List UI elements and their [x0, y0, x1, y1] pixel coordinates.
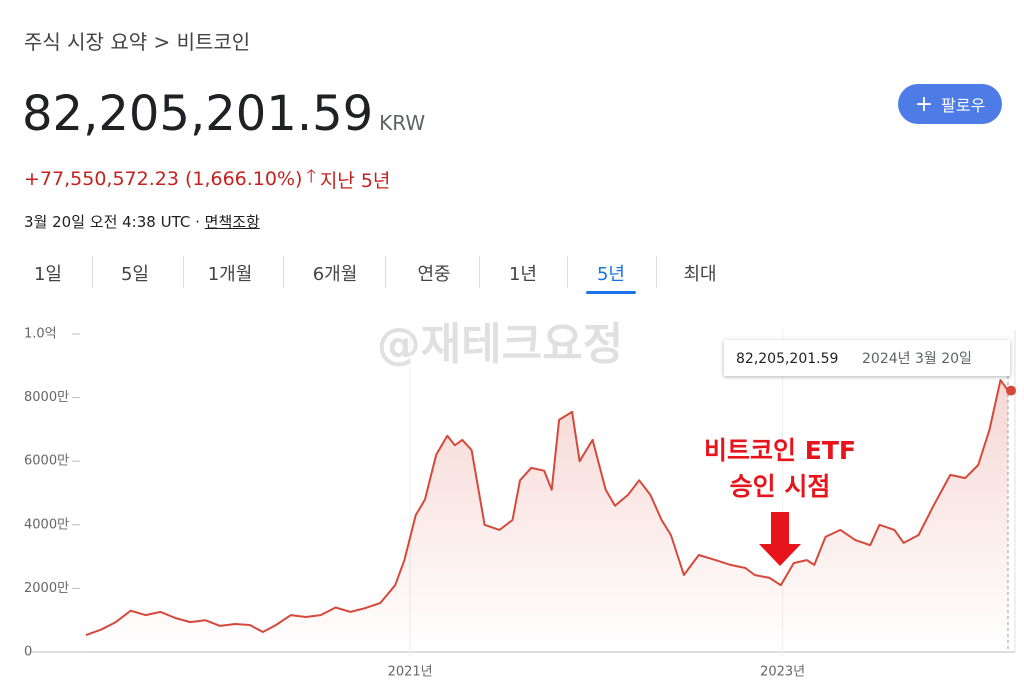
y-tick-label: 4000만	[24, 517, 69, 532]
period: 지난 5년	[319, 169, 391, 192]
follow-label: 팔로우	[941, 96, 986, 115]
area-fill	[86, 380, 1008, 652]
plus-icon: +	[914, 91, 934, 117]
tab-separator	[91, 256, 93, 288]
tab-separator	[282, 256, 284, 288]
tab[interactable]: 최대	[683, 264, 717, 285]
timestamp-row: 3월 20일 오전 4:38 UTC · 면책조항	[24, 211, 260, 232]
timestamp: 3월 20일 오전 4:38 UTC ·	[24, 213, 205, 231]
tab-bar: 1일 5일 1개월 6개월 연중 1년 5년 최대	[0, 250, 760, 300]
tab-separator	[182, 256, 184, 288]
tab[interactable]: 6개월	[312, 264, 358, 285]
price-line	[85, 379, 1009, 637]
watermark: @재테크요정	[377, 319, 623, 370]
change-row: +77,550,572.23 (1,666.10%) 🡑 지난 5년	[24, 164, 390, 194]
x-tick-label: 2023년	[760, 665, 805, 680]
tab-separator	[567, 256, 568, 288]
tab-separator	[384, 256, 386, 288]
change: +77,550,572.23 (1,666.10%)	[24, 168, 303, 190]
price: 82,205,201.59	[22, 86, 374, 142]
tab[interactable]: 5일	[120, 264, 149, 285]
tooltip-box	[724, 340, 1010, 376]
up-arrow: 🡑	[306, 166, 316, 187]
tab[interactable]: 5년	[596, 264, 625, 285]
tab[interactable]: 1년	[508, 264, 537, 285]
tooltip-date: 2024년 3월 20일	[862, 351, 972, 367]
price-row: 82,205,201.59 KRW	[22, 86, 425, 142]
tab[interactable]: 1개월	[207, 264, 253, 285]
follow-button[interactable]: + 팔로우	[898, 84, 1002, 124]
disclaimer-link[interactable]: 면책조항	[204, 213, 260, 231]
tab[interactable]: 1일	[33, 264, 62, 285]
tooltip-value: 82,205,201.59	[736, 351, 838, 367]
y-tick-label: 0	[24, 645, 32, 660]
last-point	[1006, 385, 1016, 396]
tab[interactable]: 연중	[417, 264, 451, 285]
y-tick-label: 8000만	[24, 390, 69, 405]
tab-underline	[586, 291, 636, 294]
annotation-arrow	[759, 512, 801, 566]
tab-separator	[478, 256, 480, 288]
annotation: 승인 시점	[730, 472, 831, 501]
tab-separator	[655, 256, 657, 288]
currency: KRW	[379, 111, 426, 135]
y-tick-label: 2000만	[24, 581, 69, 596]
breadcrumb[interactable]: 주식 시장 요약 > 비트코인	[24, 30, 251, 54]
y-tick-label: 6000만	[24, 454, 69, 469]
x-tick-label: 2021년	[388, 665, 433, 680]
annotation: 비트코인 ETF	[704, 436, 856, 465]
y-tick-label: 1.0억	[24, 327, 57, 342]
